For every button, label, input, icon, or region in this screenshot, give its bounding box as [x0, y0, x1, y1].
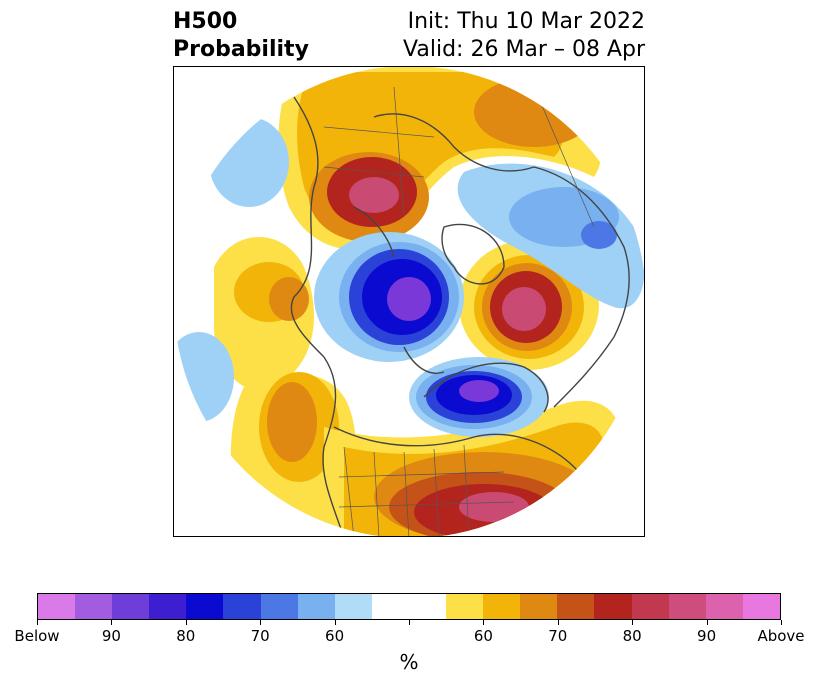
colorbar-swatch [38, 594, 76, 619]
above-region-pacific-core [267, 382, 317, 462]
colorbar-tick-label: 60 [325, 627, 345, 645]
colorbar-tick-mark [781, 620, 782, 625]
colorbar-tick-mark [409, 620, 410, 625]
colorbar-tick-label: 90 [101, 627, 121, 645]
colorbar-swatch [594, 594, 632, 619]
colorbar-swatch [408, 594, 447, 619]
colorbar-tick-label: 70 [548, 627, 568, 645]
colorbar-tick-mark [483, 620, 485, 625]
title-variable: H500 [173, 9, 238, 34]
colorbar-swatch [705, 594, 743, 619]
map-title: H500 Probability [173, 8, 309, 64]
below-region-northwest [209, 117, 289, 207]
colorbar-swatch [483, 594, 521, 619]
colorbar-swatch [334, 594, 372, 619]
above-region-ural [474, 77, 594, 147]
init-date: Init: Thu 10 Mar 2022 [407, 9, 645, 34]
colorbar-tick-label: 80 [622, 627, 642, 645]
below-core-canada-purple [459, 380, 499, 402]
colorbar-swatch [186, 594, 224, 619]
colorbar-swatch [297, 594, 335, 619]
colorbar-swatch [149, 594, 187, 619]
above-core-siberia-peak [502, 287, 546, 331]
colorbar-swatch [742, 594, 780, 619]
colorbar-swatch [112, 594, 150, 619]
above-core-europe-peak [349, 177, 399, 213]
polar-map-svg [174, 67, 644, 536]
below-core-arctic-purple [387, 277, 431, 321]
colorbar-swatch [260, 594, 298, 619]
above-region-atlantic-core [269, 277, 309, 321]
colorbar-swatch [557, 594, 595, 619]
colorbar-tick-mark [706, 620, 708, 625]
colorbar-swatch [223, 594, 261, 619]
political-borders [323, 86, 595, 536]
colorbar-swatch [75, 594, 113, 619]
map-dates: Init: Thu 10 Mar 2022 Valid: 26 Mar – 08… [403, 8, 645, 64]
colorbar-tick-mark [334, 620, 336, 625]
colorbar-swatch [631, 594, 669, 619]
colorbar-tick-mark [557, 620, 559, 625]
colorbar-swatch [446, 594, 484, 619]
colorbar-swatch [520, 594, 558, 619]
colorbar-tick-mark [111, 620, 113, 625]
colorbar-tick-label: 80 [176, 627, 196, 645]
probability-map [173, 66, 645, 537]
colorbar-tick-label: 60 [473, 627, 493, 645]
probability-colorbar [37, 593, 781, 620]
colorbar-swatch [371, 594, 409, 619]
colorbar-tick-label: 90 [697, 627, 717, 645]
colorbar-tick-mark [632, 620, 634, 625]
title-product: Probability [173, 37, 309, 62]
colorbar-tick-mark [185, 620, 187, 625]
above-core-us-peak [459, 492, 529, 522]
colorbar-tick-label: 70 [250, 627, 270, 645]
colorbar-tick-mark [260, 620, 262, 625]
colorbar-unit: % [399, 650, 419, 674]
colorbar-tick-label: Above [757, 627, 805, 645]
colorbar-tick-label: Below [14, 627, 60, 645]
below-region-russia-core [581, 221, 617, 249]
colorbar-swatch [668, 594, 706, 619]
colorbar-tick-mark [37, 620, 38, 625]
valid-range: Valid: 26 Mar – 08 Apr [403, 37, 645, 62]
